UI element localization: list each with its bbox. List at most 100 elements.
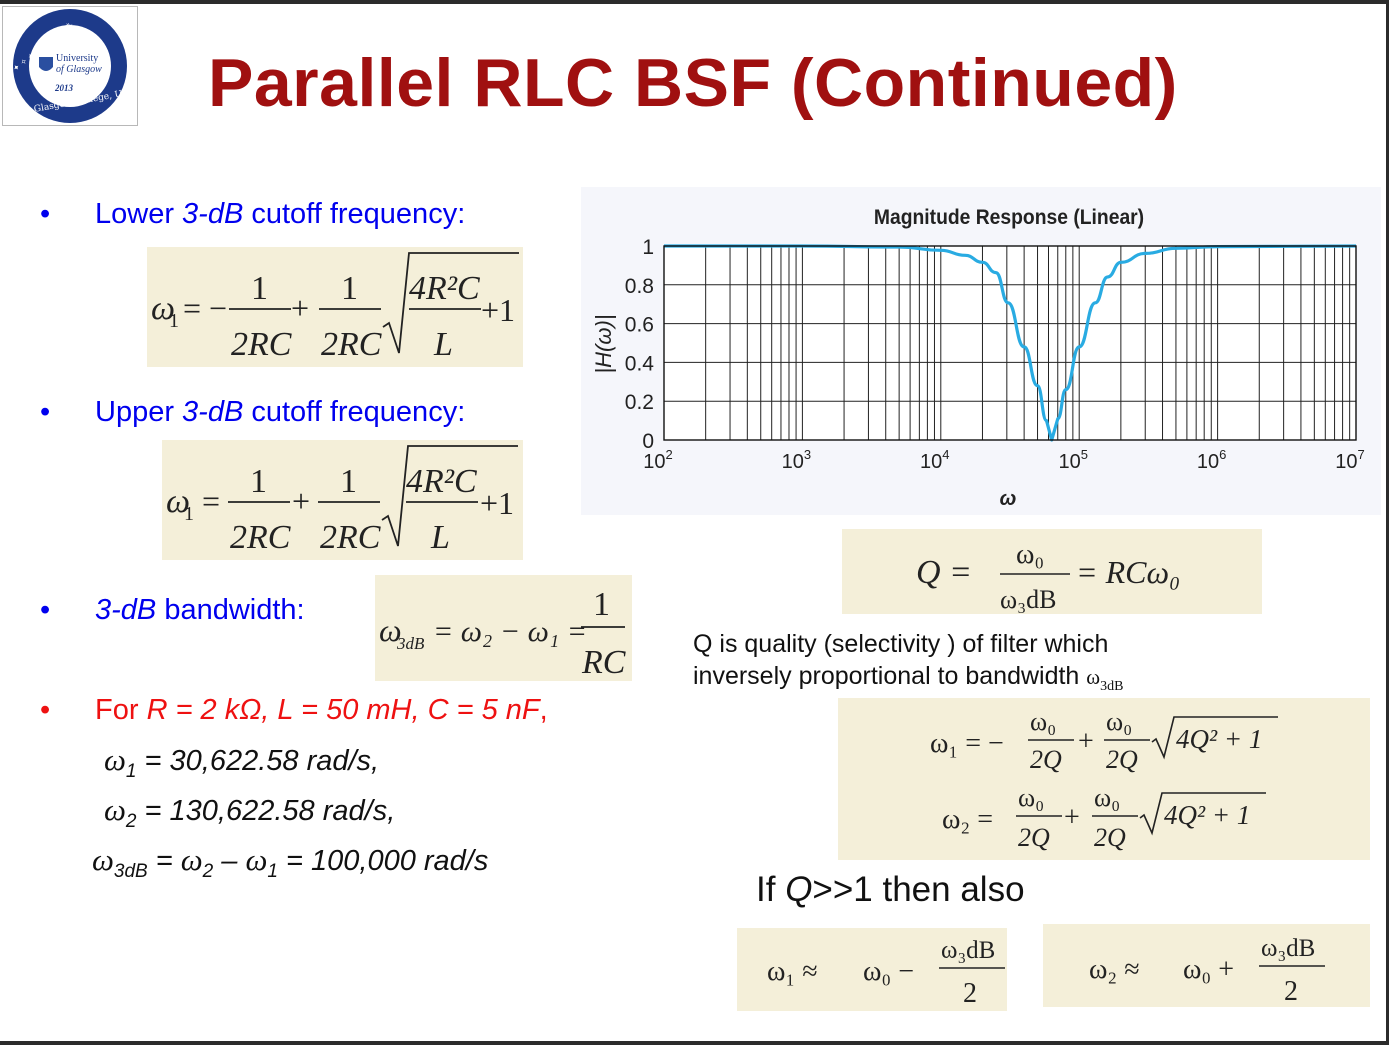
bullet-text: Lower (95, 198, 183, 230)
omega-sub: 3dB (113, 860, 148, 882)
bullet-text: bandwidth: (156, 594, 305, 626)
x-tick-label: 103 (782, 447, 811, 473)
bullet-italic: R = 2 kΩ, L = 50 mH, C = 5 nF (146, 694, 540, 726)
y-tick-label: 0.8 (625, 275, 654, 298)
formula-den: 2Q (1018, 823, 1050, 852)
plot-frame (663, 245, 1357, 441)
y-tick-label: 0.2 (625, 391, 654, 414)
bullet-example: • For R = 2 kΩ, L = 50 mH, C = 5 nF, (40, 694, 548, 727)
chart-xlabel: ω (1000, 488, 1017, 510)
chart-ylabel: |H(ω)| (591, 314, 616, 373)
formula-den: 2 (1284, 976, 1298, 1007)
formula-den: 2 (963, 978, 977, 1009)
formula-num: ω₀ (1016, 539, 1044, 570)
formula-lhs: ω₂ ≈ (1089, 954, 1140, 985)
formula-den: 2RC (230, 519, 291, 556)
q-description-line1: Q is quality (selectivity ) of filter wh… (693, 630, 1109, 658)
chart-svg: Magnitude Response (Linear) 0 0.2 0.4 0.6 0.… (591, 206, 1365, 510)
omega-sub: 1 (125, 760, 137, 782)
formula-num: ω₃dB (941, 937, 995, 964)
x-tick-label: 106 (1197, 447, 1226, 473)
x-tick-label: 102 (643, 447, 672, 473)
value-text: = 100,000 rad/s (277, 845, 489, 877)
formula-approx-omega2: ω₂ ≈ ω₀ + ω₃dB 2 (1043, 924, 1370, 1007)
value-text: = 30,622.58 rad/s, (136, 745, 380, 777)
omega-symbol: ω (104, 742, 126, 777)
formula-sub: 1 (184, 503, 194, 525)
value-text: = 130,622.58 rad/s, (136, 795, 396, 827)
formula-den: 2RC (320, 519, 381, 556)
omega-sub: 2 (125, 810, 137, 832)
x-tick-label: 104 (920, 447, 949, 473)
formula-den: 2Q (1030, 745, 1062, 774)
formula-num: ω₀ (1030, 707, 1056, 736)
formula-plus-one: +1 (480, 485, 514, 521)
formula-num: 1 (593, 586, 610, 623)
formula-plus: + (1078, 726, 1094, 757)
formula-lhs: ω₁ = − (930, 728, 1004, 759)
formula-den: RC (581, 644, 626, 681)
bullet-dot: • (40, 198, 51, 230)
slide-title: Parallel RLC BSF (Continued) (208, 45, 1178, 121)
y-tick-label: 0.6 (625, 314, 654, 337)
logo-university-line1: University (56, 53, 98, 64)
formula-den: 2Q (1106, 745, 1138, 774)
formula-num: 1 (250, 463, 267, 500)
omega-symbol: ω (1086, 665, 1101, 689)
bullet-italic: 3-dB (182, 396, 244, 428)
formula-omega2: ω 1 = 1 2RC + 1 2RC 4R²C L +1 (162, 440, 523, 560)
formula-sub: 1 (169, 310, 179, 332)
formula-rhs: = ω₂ − ω₁ = (433, 615, 587, 648)
if-q-text: >>1 then also (812, 870, 1025, 909)
formula-lhs: Q = (916, 554, 972, 591)
omega-symbol: ω (180, 842, 203, 877)
x-tick-label: 107 (1335, 447, 1364, 473)
bullet-upper-cutoff: • Upper 3-dB cutoff frequency: (40, 396, 465, 429)
if-q-statement: If Q>>1 then also (756, 870, 1025, 910)
formula-den: 2RC (231, 326, 292, 363)
y-tick-label: 0.4 (625, 352, 655, 375)
formula-sub: 3dB (396, 634, 425, 653)
formula-bandwidth: ω 3dB = ω₂ − ω₁ = 1 RC (375, 575, 632, 681)
value-omega1: ω1 = 30,622.58 rad/s, (104, 742, 379, 783)
formula-lhs: ω (166, 483, 190, 520)
bullet-text: , (539, 694, 548, 726)
formula-mid: ω₀ − (863, 956, 914, 987)
magnitude-curve (664, 244, 1357, 442)
logo-university-line2: of Glasgow (56, 64, 102, 75)
plot-area (664, 246, 1356, 440)
formula-num: 1 (341, 270, 358, 307)
omega-symbol: ω (245, 842, 268, 877)
formula-lhs: ω (379, 612, 402, 648)
value-text: – (213, 845, 246, 877)
formula-eq: = − (183, 290, 227, 326)
formula-lhs: ω (151, 290, 175, 327)
if-q-text: If (756, 870, 786, 909)
university-logo: ⁂ ✦ ✧ ✦ ⁂ ✦ ✧ ✦ ⁂ Glasgow College, UESTC… (2, 6, 138, 126)
formula-radicand: 4Q² + 1 (1176, 724, 1262, 754)
bullet-italic: 3-dB (95, 594, 157, 626)
formula-eq: = (202, 483, 220, 519)
value-text: = (147, 845, 181, 877)
bullet-dot: • (40, 396, 51, 428)
formula-lhs: ω₁ ≈ (767, 956, 818, 987)
bullet-italic: 3-dB (182, 198, 244, 230)
bullet-text: cutoff frequency: (243, 396, 466, 428)
omega-sub: 3dB (1100, 679, 1124, 694)
value-omega2: ω2 = 130,622.58 rad/s, (104, 792, 395, 833)
y-tick-label: 0 (642, 430, 654, 453)
bullet-text: cutoff frequency: (243, 198, 466, 230)
formula-lhs: ω₂ = (942, 804, 993, 835)
formula-den: 2Q (1094, 823, 1126, 852)
magnitude-response-chart: Magnitude Response (Linear) 0 0.2 0.4 0.6 0.… (581, 187, 1381, 515)
logo-year: 2013 (54, 83, 74, 93)
formula-plus: + (1064, 802, 1080, 833)
formula-radicand: 4Q² + 1 (1164, 800, 1250, 830)
formula-num: 1 (251, 270, 268, 307)
formula-num: 1 (340, 463, 357, 500)
q-description-text: inversely proportional to bandwidth (693, 662, 1087, 690)
formula-q: Q = ω₀ ω₃dB = RCω₀ (842, 529, 1262, 614)
q-description-line2: inversely proportional to bandwidth ω3dB (693, 660, 1123, 703)
omega-symbol: ω (92, 842, 114, 877)
shield-icon (39, 57, 53, 71)
